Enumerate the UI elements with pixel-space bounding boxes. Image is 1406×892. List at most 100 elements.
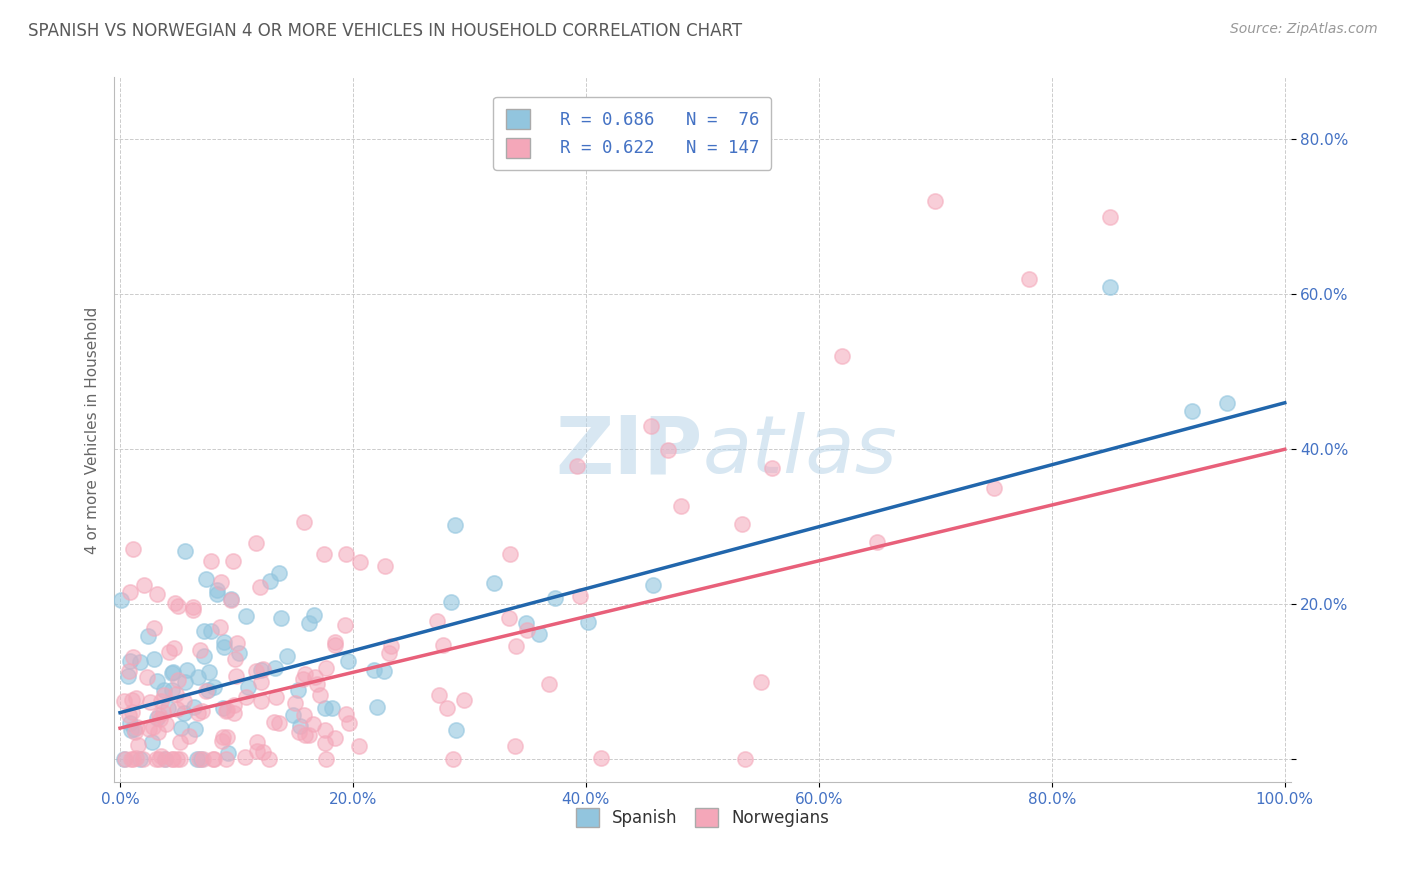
Point [202, 680, 225, 694]
Point [173, 693, 195, 707]
Point [110, 593, 132, 607]
Point [515, 616, 537, 631]
Point [212, 640, 235, 655]
Point [125, 690, 148, 705]
Point [249, 675, 271, 690]
Point [136, 670, 159, 684]
Point [323, 638, 346, 652]
Point [640, 419, 662, 434]
Point [276, 649, 298, 664]
Point [148, 725, 170, 739]
Point [298, 727, 321, 741]
Point [149, 749, 172, 764]
Point [166, 702, 188, 716]
Point [516, 623, 538, 637]
Point [212, 634, 235, 648]
Point [294, 667, 316, 681]
Point [176, 664, 198, 678]
Point [252, 662, 274, 676]
Point [153, 752, 176, 766]
Point [139, 695, 162, 709]
Point [219, 591, 242, 606]
Point [153, 688, 176, 702]
Point [188, 643, 211, 657]
Point [292, 515, 315, 529]
Point [1215, 396, 1237, 410]
Point [498, 610, 520, 624]
Point [264, 690, 287, 704]
Point [270, 610, 292, 624]
Point [212, 731, 235, 745]
Point [315, 752, 337, 766]
Point [734, 752, 756, 766]
Point [221, 554, 243, 568]
Point [537, 677, 560, 691]
Point [153, 752, 176, 766]
Point [301, 716, 323, 731]
Legend: Spanish, Norwegians: Spanish, Norwegians [569, 801, 835, 834]
Point [249, 663, 271, 677]
Point [141, 735, 163, 749]
Point [287, 682, 309, 697]
Y-axis label: 4 or more Vehicles in Household: 4 or more Vehicles in Household [86, 306, 100, 554]
Point [377, 646, 399, 660]
Point [503, 739, 526, 753]
Point [186, 752, 208, 766]
Point [527, 627, 550, 641]
Point [287, 725, 309, 739]
Point [177, 729, 200, 743]
Point [453, 692, 475, 706]
Point [222, 698, 245, 712]
Point [134, 578, 156, 592]
Point [162, 641, 184, 656]
Point [363, 664, 385, 678]
Point [731, 516, 754, 531]
Point [263, 715, 285, 730]
Point [749, 674, 772, 689]
Point [565, 458, 588, 473]
Text: Source: ZipAtlas.com: Source: ZipAtlas.com [1230, 22, 1378, 37]
Point [167, 673, 190, 688]
Point [643, 578, 665, 592]
Point [187, 706, 209, 721]
Point [169, 752, 191, 766]
Point [298, 616, 321, 631]
Point [202, 752, 225, 766]
Point [193, 649, 215, 664]
Point [197, 683, 219, 698]
Point [170, 721, 193, 735]
Point [314, 723, 336, 737]
Point [155, 717, 177, 731]
Point [194, 684, 217, 698]
Point [669, 500, 692, 514]
Point [1099, 210, 1122, 224]
Point [246, 735, 269, 749]
Point [235, 608, 257, 623]
Point [304, 670, 326, 684]
Point [205, 583, 228, 598]
Point [314, 547, 336, 561]
Point [1018, 272, 1040, 286]
Point [217, 746, 239, 760]
Point [831, 349, 853, 363]
Point [162, 665, 184, 679]
Point [174, 544, 197, 558]
Point [145, 710, 167, 724]
Point [499, 547, 522, 561]
Point [568, 590, 591, 604]
Point [292, 672, 315, 686]
Point [125, 751, 148, 765]
Point [337, 715, 360, 730]
Point [226, 636, 249, 650]
Point [136, 629, 159, 643]
Point [162, 752, 184, 766]
Point [309, 688, 332, 702]
Point [224, 652, 246, 666]
Point [233, 750, 256, 764]
Point [924, 194, 946, 209]
Point [225, 669, 247, 683]
Point [187, 752, 209, 766]
Point [544, 591, 567, 605]
Point [202, 752, 225, 766]
Point [121, 706, 143, 720]
